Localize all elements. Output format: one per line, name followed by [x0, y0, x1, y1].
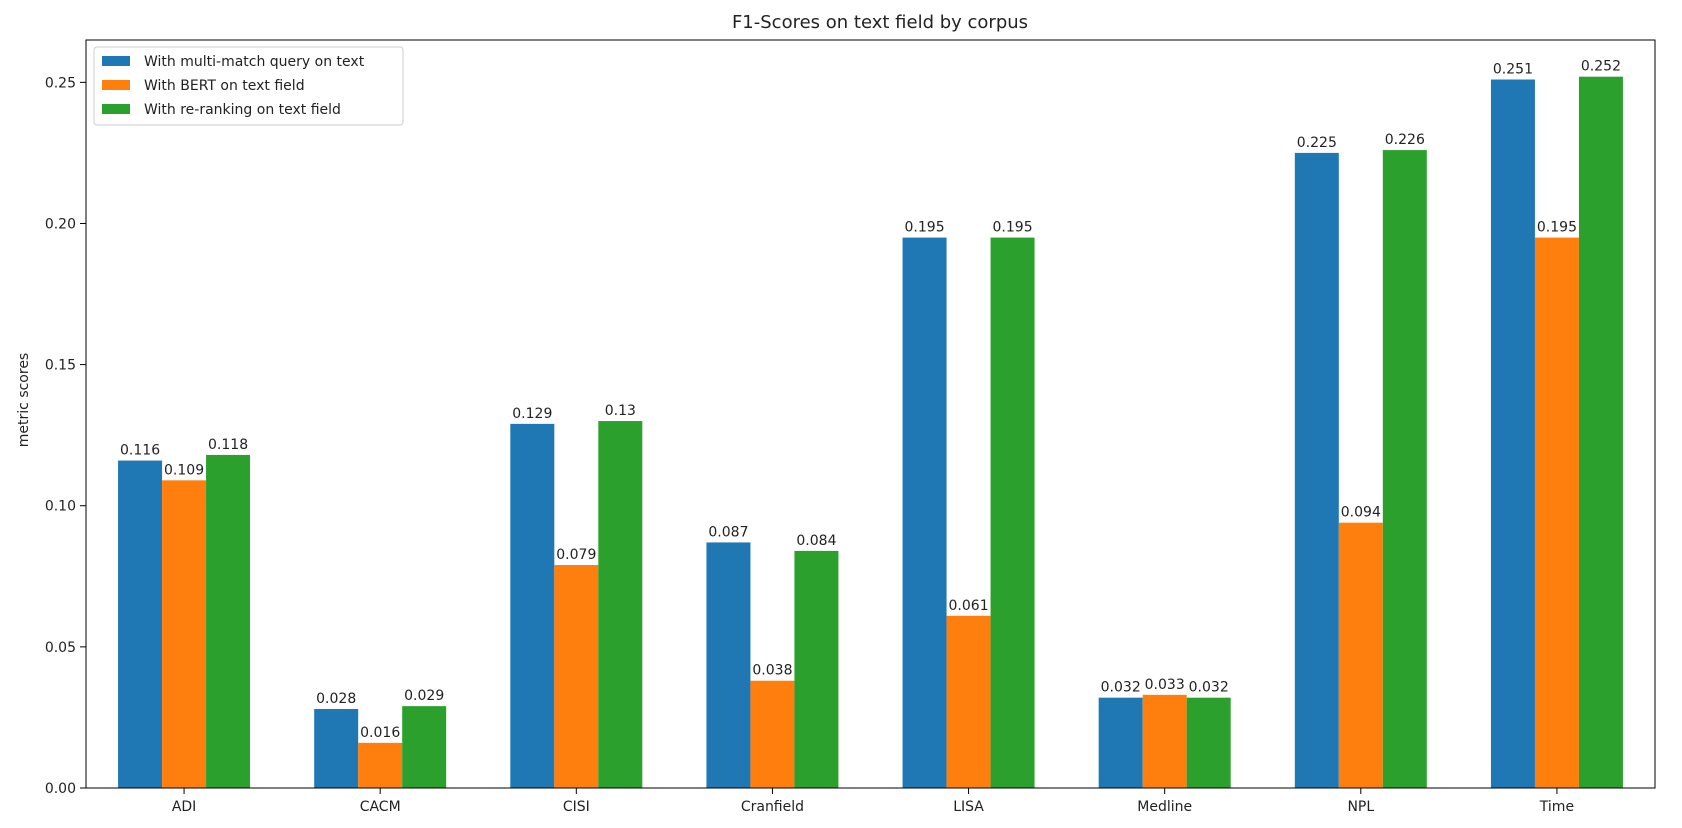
x-tick-label: CACM — [360, 799, 401, 815]
bar-value-label: 0.029 — [404, 688, 444, 704]
bar — [402, 706, 447, 788]
legend-entry: With multi-match query on text — [144, 54, 365, 70]
y-axis: 0.00 0.05 0.10 0.15 0.20 0.25 — [45, 75, 86, 797]
bar-value-label: 0.033 — [1145, 677, 1185, 693]
bar — [902, 237, 947, 788]
x-tick-label: LISA — [953, 799, 984, 815]
bar-value-label: 0.195 — [905, 220, 945, 236]
bar — [314, 708, 359, 788]
bar — [1382, 150, 1427, 789]
bar-value-label: 0.087 — [708, 524, 748, 540]
bar-value-label: 0.061 — [949, 598, 989, 614]
bar — [598, 421, 643, 788]
x-tick-label: Cranfield — [741, 799, 804, 815]
bar-value-label: 0.032 — [1101, 680, 1141, 696]
legend-swatch — [102, 56, 130, 66]
plot-frame — [85, 39, 1656, 789]
bar-value-label: 0.079 — [556, 547, 596, 563]
bar — [162, 480, 207, 788]
bar-labels-group: 0.116 0.028 0.129 0.087 0.195 0.032 0.225 0.251… — [120, 59, 1621, 741]
bar — [1142, 694, 1187, 788]
bar — [750, 680, 795, 788]
bar — [946, 615, 991, 788]
bar — [1186, 697, 1231, 788]
x-tick-label: Time — [1539, 799, 1574, 815]
bar — [118, 460, 163, 788]
bar — [1490, 79, 1535, 789]
bar-value-label: 0.109 — [164, 462, 204, 478]
bar-value-label: 0.118 — [208, 437, 248, 453]
bar-value-label: 0.038 — [752, 663, 792, 679]
bar — [1578, 76, 1623, 788]
y-tick-label: 0.10 — [45, 499, 76, 515]
bar-value-label: 0.032 — [1189, 680, 1229, 696]
bar — [510, 423, 555, 788]
y-tick-label: 0.25 — [45, 75, 76, 91]
legend: With multi-match query on text With BERT … — [93, 46, 404, 126]
legend-swatch — [102, 80, 130, 90]
chart-title: F1-Scores on text field by corpus — [732, 12, 1028, 33]
bars-group — [118, 76, 1623, 789]
bar — [794, 550, 839, 788]
bar-value-label: 0.13 — [605, 403, 636, 419]
x-tick-label: NPL — [1347, 799, 1374, 815]
legend-box — [93, 46, 404, 126]
bar — [1534, 237, 1579, 788]
bar-value-label: 0.084 — [796, 533, 836, 549]
y-tick-label: 0.20 — [45, 216, 76, 232]
legend-swatch — [102, 104, 130, 114]
bar-value-label: 0.226 — [1385, 132, 1425, 148]
bar-value-label: 0.094 — [1341, 505, 1381, 521]
bar-value-label: 0.195 — [993, 220, 1033, 236]
bar-value-label: 0.116 — [120, 443, 160, 459]
bar-value-label: 0.225 — [1297, 135, 1337, 151]
bar — [1294, 152, 1339, 789]
y-tick-label: 0.00 — [45, 781, 76, 797]
x-tick-label: ADI — [172, 799, 197, 815]
bar-value-label: 0.252 — [1581, 59, 1621, 75]
x-tick-label: Medline — [1137, 799, 1192, 815]
y-axis-label: metric scores — [16, 353, 32, 447]
bar — [206, 454, 251, 788]
bar-value-label: 0.195 — [1537, 220, 1577, 236]
legend-entry: With re-ranking on text field — [144, 102, 341, 118]
bar — [1098, 697, 1143, 788]
bar-value-label: 0.251 — [1493, 62, 1533, 78]
bar — [706, 542, 751, 788]
bar — [990, 237, 1035, 788]
legend-entry: With BERT on text field — [144, 78, 305, 94]
x-tick-label: CISI — [563, 799, 590, 815]
y-tick-label: 0.05 — [45, 640, 76, 656]
bar — [554, 565, 599, 788]
bar-value-label: 0.028 — [316, 691, 356, 707]
x-axis: ADI CACM CISI Cranfield LISA Medline NPL Time — [172, 788, 1574, 815]
bar-value-label: 0.129 — [512, 406, 552, 422]
bar — [1338, 522, 1383, 788]
y-tick-label: 0.15 — [45, 358, 76, 374]
bar — [358, 742, 403, 788]
bar-value-label: 0.016 — [360, 725, 400, 741]
